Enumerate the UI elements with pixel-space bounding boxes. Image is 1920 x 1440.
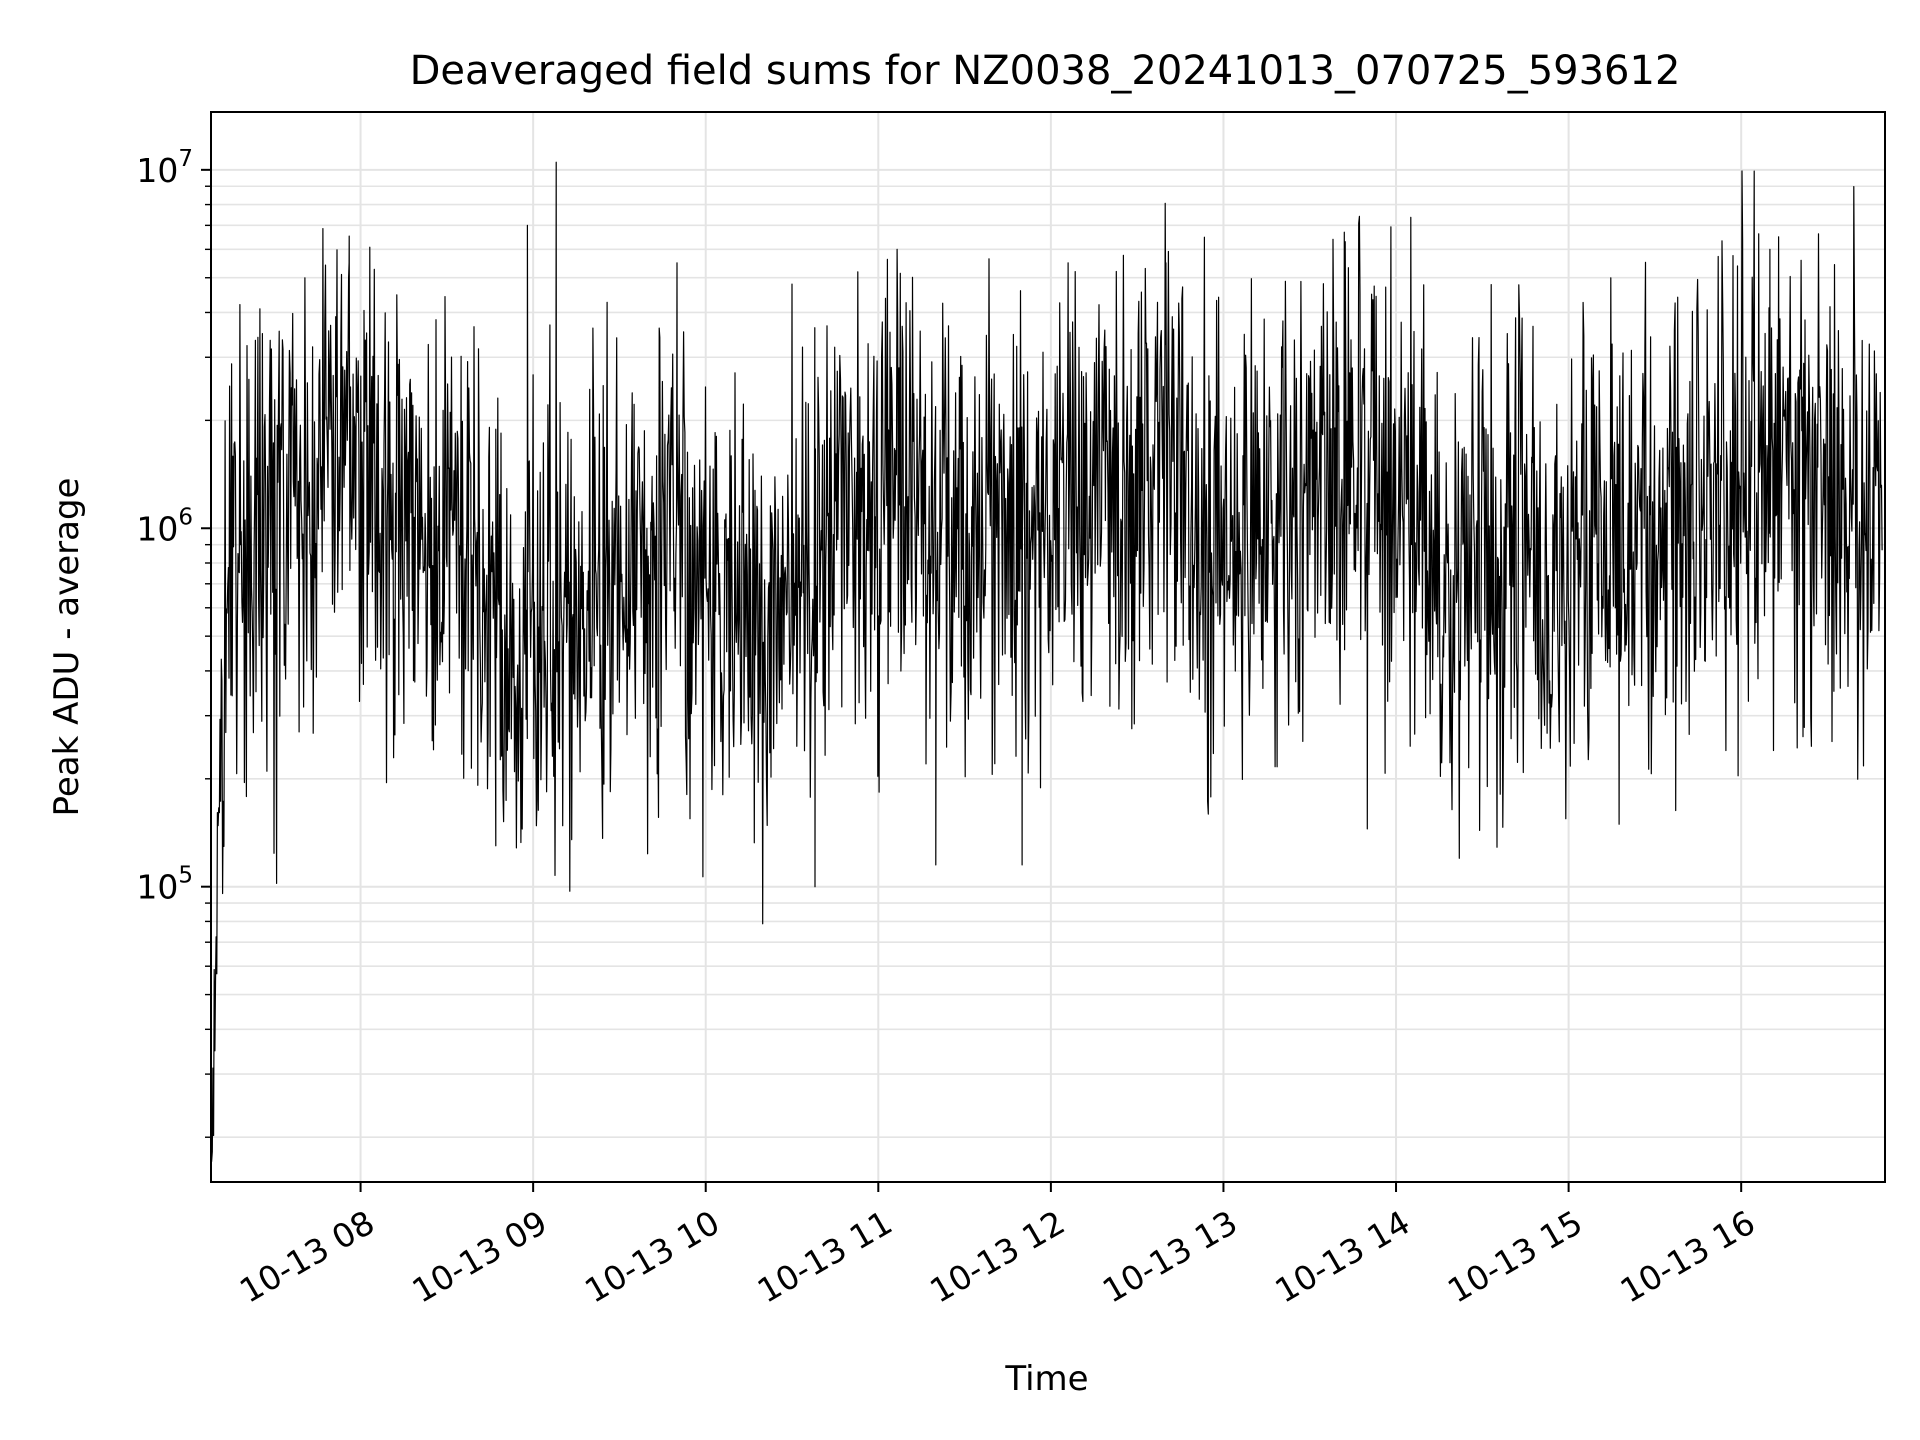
y-axis-label: Peak ADU - average xyxy=(47,478,87,817)
x-tick-label: 10-13 09 xyxy=(406,1203,554,1311)
x-axis: 10-13 08 10-13 09 10-13 10 10-13 11 10-13 12… xyxy=(233,1182,1762,1311)
x-tick-label: 10-13 12 xyxy=(923,1203,1071,1311)
plot-frame xyxy=(210,111,1886,1183)
x-tick-label: 10-13 15 xyxy=(1441,1203,1589,1311)
y-axis: 105 106 107 xyxy=(136,146,211,1138)
x-tick-label: 10-13 08 xyxy=(233,1203,381,1311)
series-line xyxy=(210,161,1883,1163)
y-tick-label: 105 xyxy=(136,863,193,907)
x-tick-label: 10-13 13 xyxy=(1096,1203,1244,1311)
series-trace xyxy=(210,161,1883,1163)
x-tick-label: 10-13 14 xyxy=(1268,1203,1416,1311)
x-tick-label: 10-13 16 xyxy=(1614,1203,1762,1311)
x-axis-label: Time xyxy=(1004,1359,1088,1399)
x-tick-label: 10-13 10 xyxy=(578,1203,726,1311)
y-tick-label: 107 xyxy=(136,146,193,190)
chart-title: Deaveraged field sums for NZ0038_2024101… xyxy=(410,48,1681,94)
y-tick-label: 106 xyxy=(136,504,193,548)
x-tick-label: 10-13 11 xyxy=(751,1203,899,1311)
